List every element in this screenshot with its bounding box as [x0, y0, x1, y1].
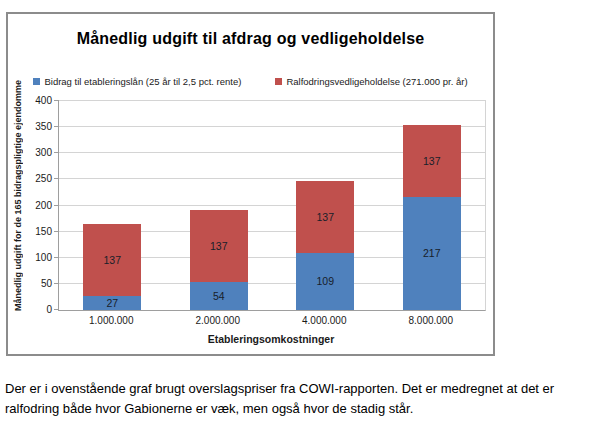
- y-tick-label: 100: [35, 251, 52, 262]
- data-label: 137: [103, 255, 121, 266]
- bar-segment: 137: [296, 181, 354, 253]
- legend-item: Ralfodringsvedligeholdelse (271.000 pr. …: [275, 76, 467, 87]
- y-tick-mark: [54, 309, 59, 310]
- x-axis-title: Etableringsomkostninger: [58, 333, 484, 345]
- legend: Bidrag til etableringslån (25 år til 2,5…: [8, 76, 493, 87]
- plot-area: 27 137 54 137 109 137 217 137: [58, 100, 486, 311]
- data-label: 137: [316, 212, 334, 223]
- data-label: 137: [210, 241, 228, 252]
- y-tick-label: 250: [35, 173, 52, 184]
- y-tick-mark: [54, 257, 59, 258]
- bar-segment: 137: [83, 224, 141, 296]
- y-tick-label: 150: [35, 225, 52, 236]
- bar-8.000.000: 217 137: [403, 101, 461, 310]
- y-tick-mark: [54, 231, 59, 232]
- y-tick-label: 400: [35, 95, 52, 106]
- y-tick-mark: [54, 100, 59, 101]
- figure: Månedlig udgift til afdrag og vedligehol…: [0, 0, 609, 425]
- y-axis-ticks: 050100150200250300350400: [24, 100, 52, 309]
- data-label: 27: [106, 298, 118, 309]
- bar-1.000.000: 27 137: [83, 101, 141, 310]
- x-axis-ticks: 1.000.000 2.000.000 4.000.000 8.000.000: [58, 315, 484, 328]
- bar-segment: 109: [296, 253, 354, 310]
- data-label: 109: [316, 276, 334, 287]
- bar-4.000.000: 109 137: [296, 101, 354, 310]
- y-tick-mark: [54, 205, 59, 206]
- y-tick-mark: [54, 126, 59, 127]
- y-tick-label: 350: [35, 121, 52, 132]
- y-tick-mark: [54, 152, 59, 153]
- data-label: 54: [213, 291, 225, 302]
- x-tick-label: 4.000.000: [302, 315, 347, 326]
- bar-segment: 27: [83, 296, 141, 310]
- bar-segment: 137: [190, 210, 248, 282]
- x-tick-label: 2.000.000: [196, 315, 241, 326]
- y-tick-mark: [54, 283, 59, 284]
- data-label: 217: [423, 248, 441, 259]
- bar-segment: 54: [190, 282, 248, 310]
- bar-segment: 137: [403, 125, 461, 197]
- legend-label: Ralfodringsvedligeholdelse (271.000 pr. …: [286, 76, 467, 87]
- y-tick-label: 0: [46, 304, 52, 315]
- legend-swatch-icon: [275, 78, 282, 85]
- data-label: 137: [423, 156, 441, 167]
- y-tick-label: 200: [35, 199, 52, 210]
- x-tick-label: 8.000.000: [409, 315, 454, 326]
- bar-segment: 217: [403, 197, 461, 310]
- y-tick-mark: [54, 178, 59, 179]
- x-tick-label: 1.000.000: [89, 315, 134, 326]
- legend-item: Bidrag til etableringslån (25 år til 2,5…: [33, 76, 241, 87]
- chart: Månedlig udgift til afdrag og vedligehol…: [6, 12, 495, 356]
- caption-text: Der er i ovenstående graf brugt overslag…: [5, 379, 605, 418]
- chart-title: Månedlig udgift til afdrag og vedligehol…: [8, 30, 493, 48]
- y-tick-label: 50: [41, 277, 52, 288]
- legend-swatch-icon: [33, 78, 40, 85]
- bar-2.000.000: 54 137: [190, 101, 248, 310]
- y-tick-label: 300: [35, 147, 52, 158]
- legend-label: Bidrag til etableringslån (25 år til 2,5…: [44, 76, 241, 87]
